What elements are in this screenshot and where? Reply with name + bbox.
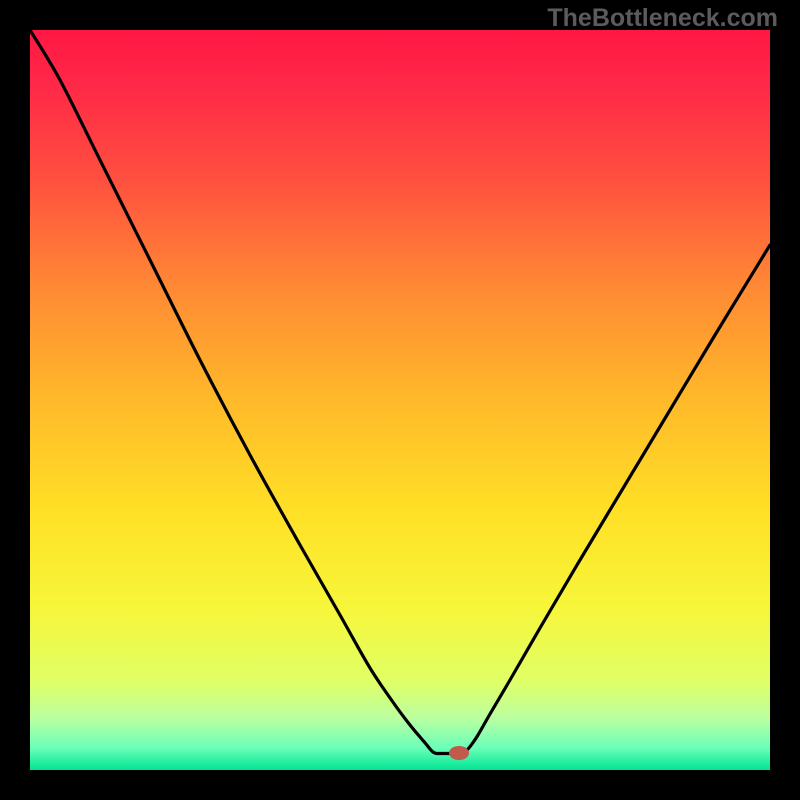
watermark-text: TheBottleneck.com: [547, 4, 778, 33]
bottleneck-chart: [0, 0, 800, 800]
optimum-marker: [449, 746, 469, 760]
gradient-background: [30, 30, 770, 770]
